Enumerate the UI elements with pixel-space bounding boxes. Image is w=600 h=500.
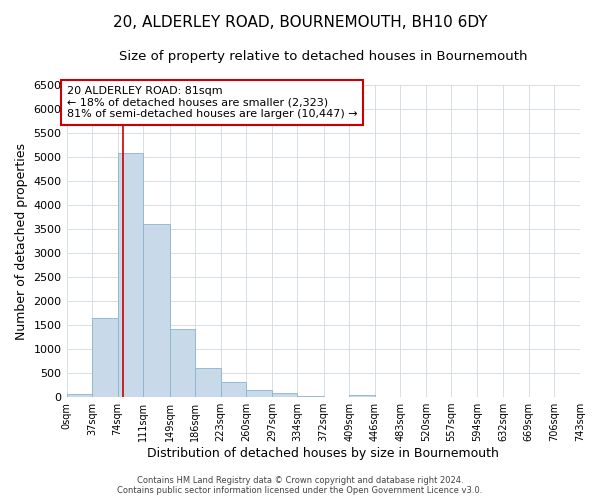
Y-axis label: Number of detached properties: Number of detached properties	[15, 142, 28, 340]
Text: Contains HM Land Registry data © Crown copyright and database right 2024.
Contai: Contains HM Land Registry data © Crown c…	[118, 476, 482, 495]
Bar	[195, 368, 221, 397]
Bar	[170, 329, 195, 397]
Bar	[143, 224, 170, 397]
X-axis label: Distribution of detached houses by size in Bournemouth: Distribution of detached houses by size …	[148, 447, 499, 460]
Bar	[67, 394, 92, 397]
Text: 20, ALDERLEY ROAD, BOURNEMOUTH, BH10 6DY: 20, ALDERLEY ROAD, BOURNEMOUTH, BH10 6DY	[113, 15, 487, 30]
Bar	[272, 393, 298, 397]
Bar	[221, 382, 246, 397]
Bar	[92, 318, 118, 397]
Title: Size of property relative to detached houses in Bournemouth: Size of property relative to detached ho…	[119, 50, 527, 63]
Text: 20 ALDERLEY ROAD: 81sqm
← 18% of detached houses are smaller (2,323)
81% of semi: 20 ALDERLEY ROAD: 81sqm ← 18% of detache…	[67, 86, 357, 119]
Bar	[349, 394, 375, 397]
Bar	[118, 153, 143, 397]
Bar	[246, 390, 272, 397]
Bar	[298, 396, 323, 397]
